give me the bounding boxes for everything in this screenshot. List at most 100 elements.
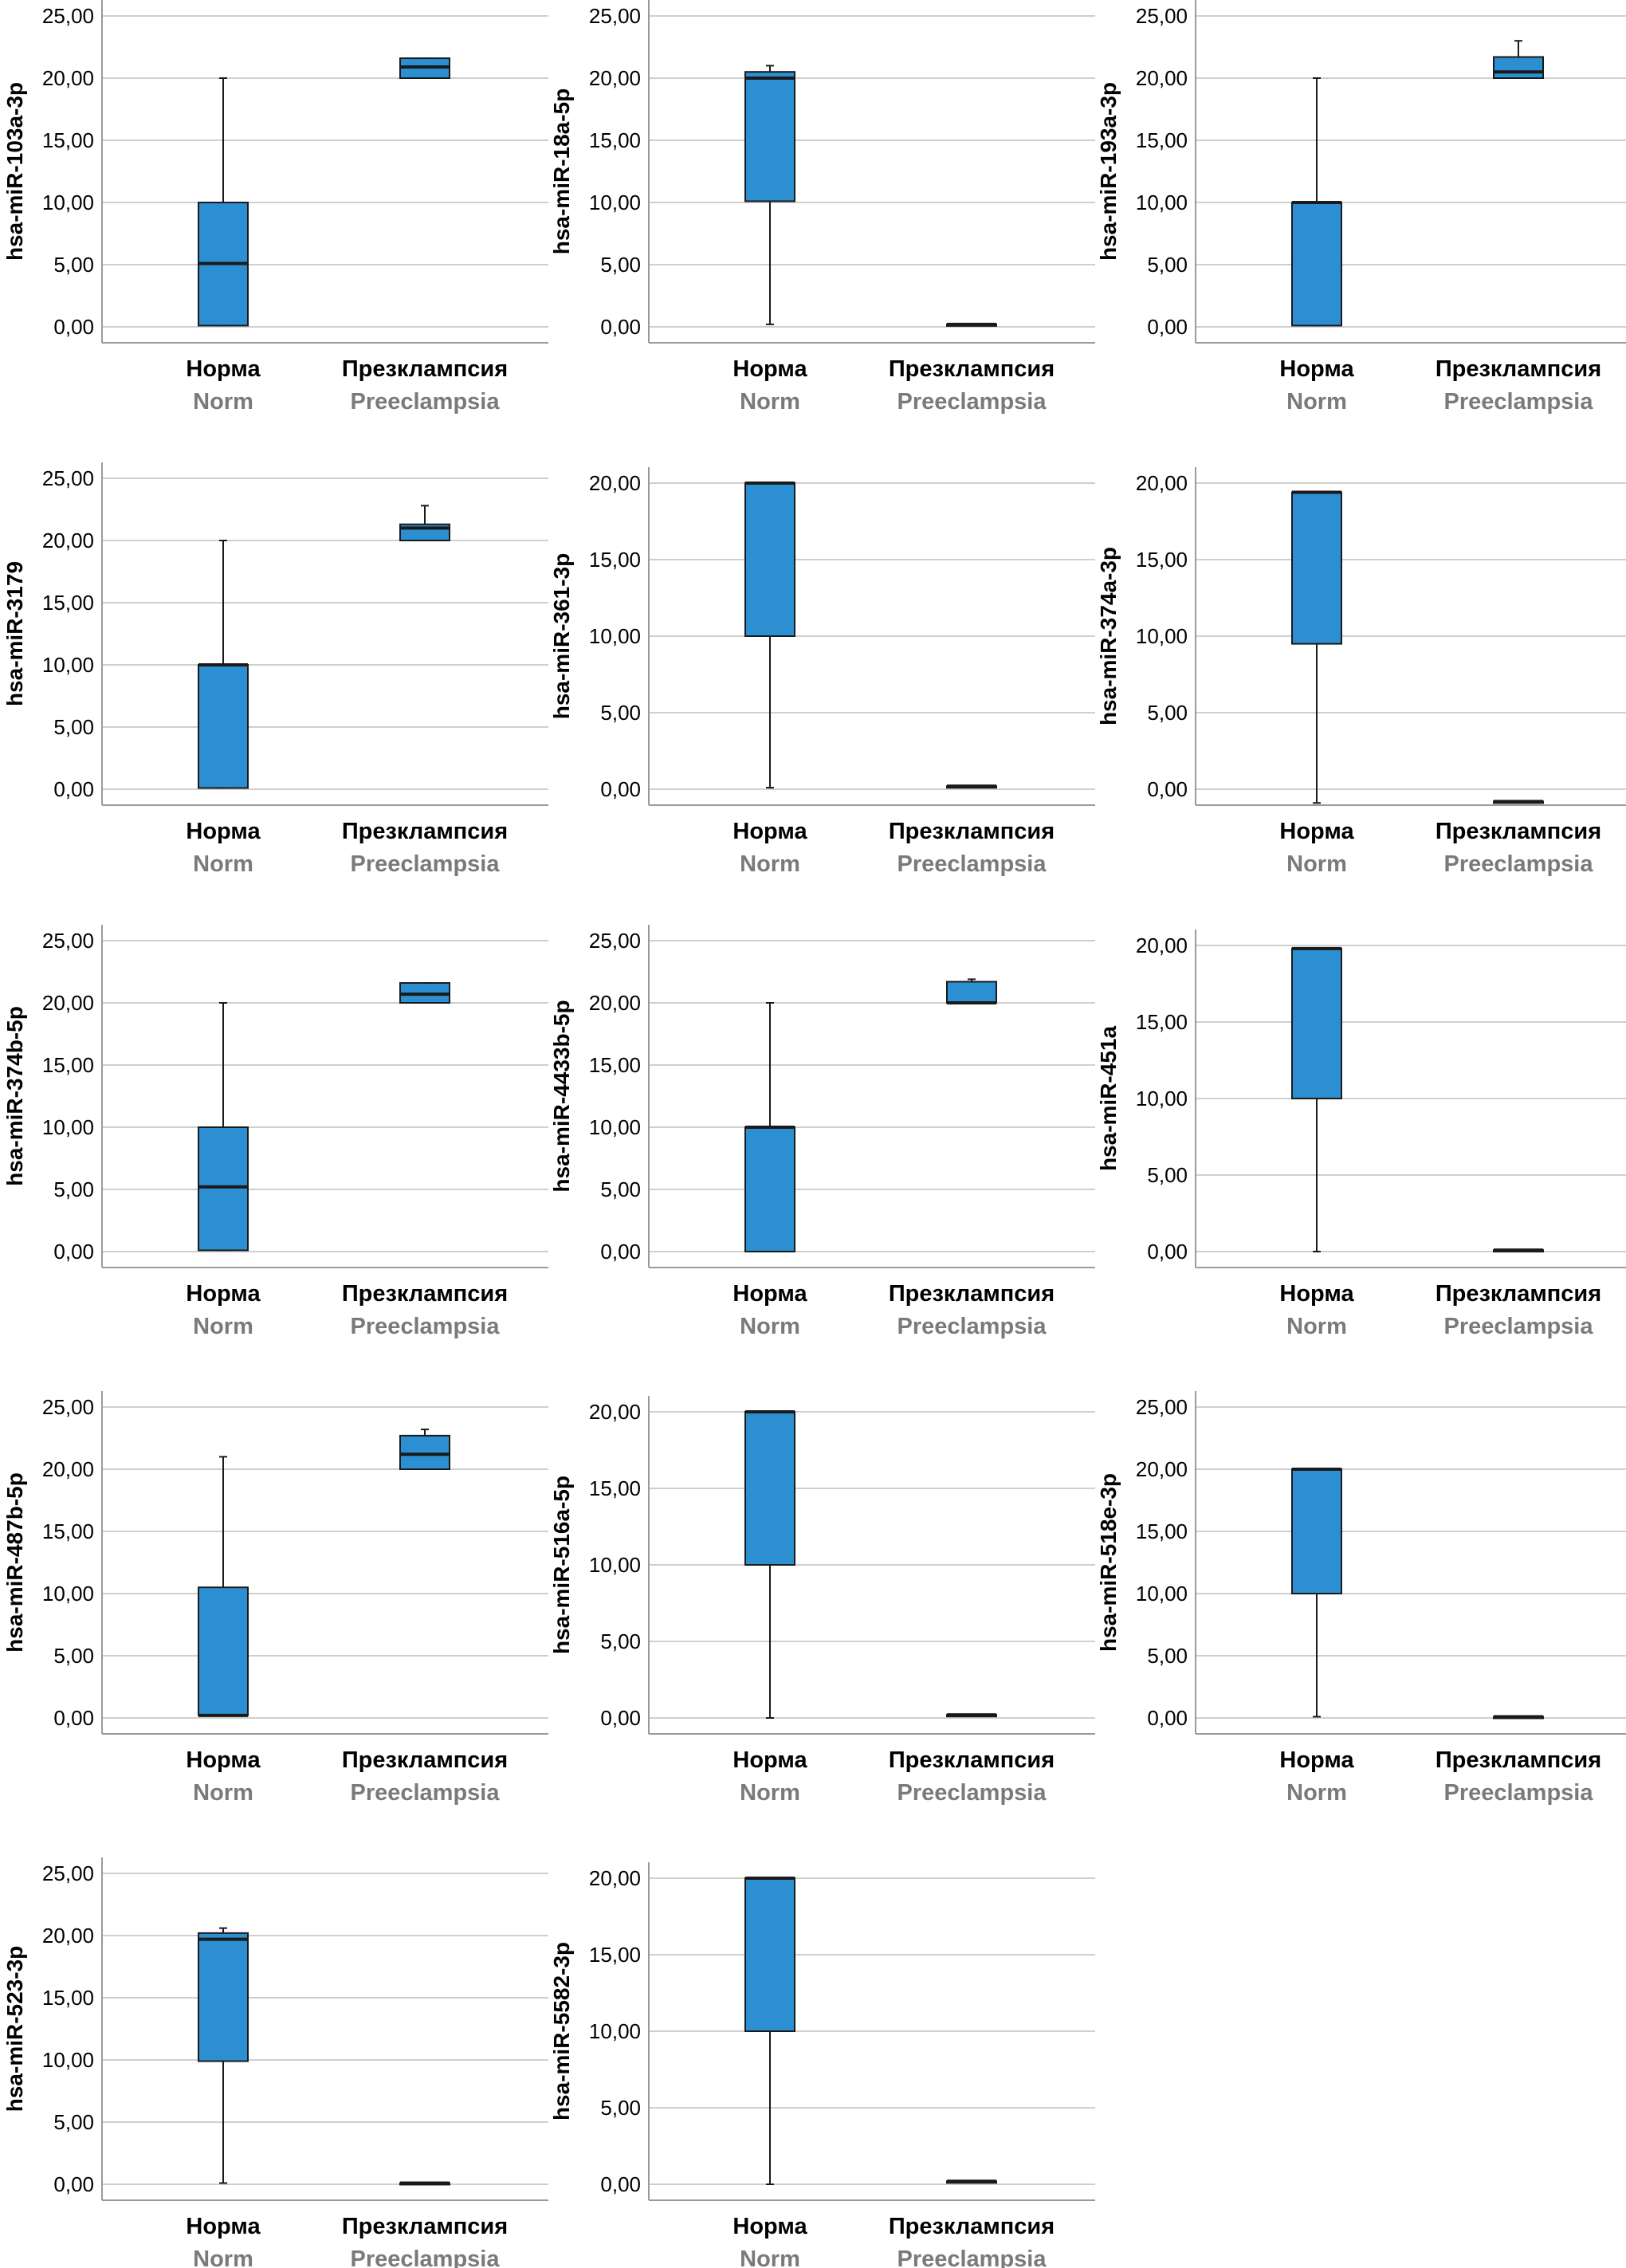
box-norm (198, 1002, 249, 1252)
y-tick-label: 10,00 (589, 191, 641, 214)
category-label-ru: Норма (732, 819, 807, 844)
y-tick-label: 0,00 (53, 2172, 94, 2196)
box-iqr (198, 664, 249, 789)
y-tick-label: 5,00 (53, 715, 94, 739)
box-iqr (198, 1586, 249, 1716)
y-tick-label: 5,00 (600, 1177, 641, 1201)
y-tick-label: 5,00 (53, 1177, 94, 1201)
y-tick-label: 0,00 (53, 1706, 94, 1730)
y-tick-label: 10,00 (1136, 191, 1188, 214)
y-tick-label: 5,00 (1147, 1644, 1188, 1668)
y-tick-label: 5,00 (53, 253, 94, 277)
box-iqr (744, 71, 795, 202)
y-axis-label: hsa-miR-523-3p (2, 1946, 27, 2113)
category-label-en: Preeclampsia (1443, 1780, 1593, 1806)
y-tick-label: 20,00 (42, 1457, 94, 1481)
category-label-en: Norm (193, 389, 253, 415)
y-axis-label: hsa-miR-103a-3p (2, 82, 27, 261)
category-label-ru: Норма (186, 819, 261, 844)
y-tick-label: 25,00 (42, 1395, 94, 1419)
y-axis-label: hsa-miR-518e-3p (1096, 1473, 1121, 1652)
box-norm (198, 540, 249, 789)
box-norm (198, 1456, 249, 1717)
box-iqr (1291, 947, 1342, 1099)
y-tick-label: 25,00 (1136, 4, 1188, 28)
category-label-ru: Презклампсия (342, 2214, 508, 2239)
y-tick-label: 0,00 (53, 1240, 94, 1264)
box-norm (744, 482, 795, 789)
chart-panel-11: 0,00 5,00 10,00 15,00 20,00 hsa-miR-516a-5p Но… (549, 1396, 1095, 1806)
y-tick-label: 15,00 (589, 1053, 641, 1077)
y-tick-label: 0,00 (1147, 1706, 1188, 1730)
category-label-en: Norm (740, 1780, 800, 1806)
y-tick-label: 15,00 (42, 128, 94, 152)
y-tick-label: 10,00 (42, 1115, 94, 1139)
y-tick-label: 15,00 (42, 1053, 94, 1077)
y-tick-label: 10,00 (42, 1582, 94, 1606)
category-label-ru: Норма (1279, 819, 1354, 844)
y-tick-label: 15,00 (42, 591, 94, 615)
y-tick-label: 20,00 (589, 1400, 641, 1424)
category-label-ru: Презклампсия (342, 356, 508, 382)
category-label-en: Norm (1286, 1780, 1347, 1806)
y-tick-label: 25,00 (42, 466, 94, 490)
category-label-en: Preeclampsia (350, 851, 500, 877)
y-tick-label: 10,00 (1136, 624, 1188, 648)
y-tick-label: 25,00 (589, 4, 641, 28)
box-norm (744, 1410, 795, 1719)
chart-panel-1: 0,00 5,00 10,00 15,00 20,00 25,00 hsa-miR-103a… (2, 0, 548, 415)
y-tick-label: 15,00 (42, 1986, 94, 2010)
y-axis-label: hsa-miR-193a-3p (1096, 82, 1121, 261)
box-preeclampsia (946, 2180, 997, 2184)
box-norm (744, 65, 795, 325)
y-tick-label: 5,00 (53, 1644, 94, 1668)
box-iqr (744, 1411, 795, 1566)
y-tick-label: 5,00 (1147, 253, 1188, 277)
box-norm (744, 1877, 795, 2185)
box-iqr (198, 1126, 249, 1252)
category-label-en: Norm (193, 2246, 253, 2268)
category-label-ru: Презклампсия (342, 1747, 508, 1773)
category-label-en: Norm (740, 1314, 800, 1339)
box-preeclampsia (1493, 800, 1544, 804)
category-label-ru: Презклампсия (1436, 356, 1601, 382)
category-label-en: Preeclampsia (1443, 1314, 1593, 1339)
category-label-ru: Презклампсия (1436, 819, 1601, 844)
y-axis-label: hsa-miR-4433b-5p (549, 1000, 574, 1192)
y-tick-label: 20,00 (1136, 66, 1188, 90)
category-label-ru: Презклампсия (889, 2214, 1055, 2239)
y-tick-label: 5,00 (600, 2096, 641, 2120)
y-tick-label: 0,00 (600, 315, 641, 339)
category-label-en: Norm (740, 389, 800, 415)
box-iqr (1291, 491, 1342, 645)
y-tick-label: 20,00 (589, 1866, 641, 1890)
box-iqr (198, 1932, 249, 2062)
category-label-en: Preeclampsia (897, 1314, 1047, 1339)
y-tick-label: 20,00 (42, 529, 94, 552)
category-label-ru: Презклампсия (889, 1747, 1055, 1773)
y-tick-label: 10,00 (589, 1553, 641, 1577)
category-label-ru: Норма (1279, 1747, 1354, 1773)
chart-panel-13: 0,00 5,00 10,00 15,00 20,00 25,00 hsa-miR-523-… (2, 1857, 548, 2268)
y-tick-label: 0,00 (600, 1240, 641, 1264)
chart-panel-6: 0,00 5,00 10,00 15,00 20,00 hsa-miR-374a-3p Но… (1096, 467, 1626, 877)
y-axis-label: hsa-miR-374a-3p (1096, 547, 1121, 725)
chart-panel-14: 0,00 5,00 10,00 15,00 20,00 hsa-miR-5582-3p Но… (549, 1862, 1095, 2268)
y-tick-label: 5,00 (53, 2110, 94, 2134)
y-tick-label: 15,00 (589, 1476, 641, 1500)
y-tick-label: 25,00 (589, 929, 641, 953)
box-iqr (1291, 202, 1342, 327)
y-tick-label: 10,00 (1136, 1582, 1188, 1606)
box-iqr (744, 1126, 795, 1252)
y-tick-label: 0,00 (600, 2172, 641, 2196)
category-label-ru: Презклампсия (342, 819, 508, 844)
box-preeclampsia (399, 1429, 450, 1471)
category-label-ru: Презклампсия (1436, 1747, 1601, 1773)
box-preeclampsia (946, 784, 997, 789)
chart-panel-2: 0,00 5,00 10,00 15,00 20,00 25,00 hsa-miR-18a-… (549, 0, 1095, 415)
y-tick-label: 20,00 (589, 471, 641, 495)
chart-panel-7: 0,00 5,00 10,00 15,00 20,00 25,00 hsa-miR-374b… (2, 925, 548, 1339)
category-label-en: Norm (1286, 1314, 1347, 1339)
box-preeclampsia (1493, 40, 1544, 80)
